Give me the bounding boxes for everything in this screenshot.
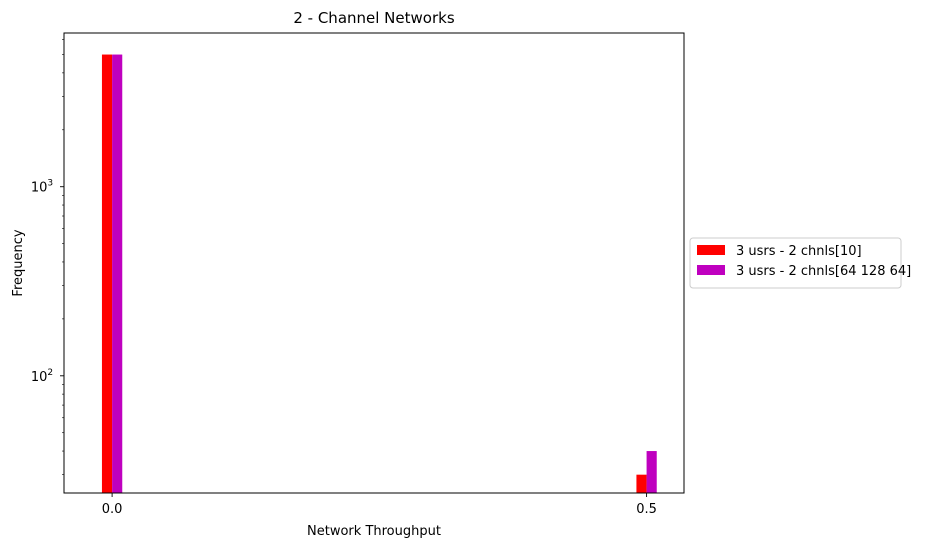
legend: 3 usrs - 2 chnls[10] 3 usrs - 2 chnls[64 … xyxy=(689,237,911,289)
plot-frame xyxy=(63,32,685,494)
y-axis-ticks: 102 103 xyxy=(31,39,64,475)
legend-box xyxy=(689,237,902,289)
x-axis-ticks: 0.0 0.5 xyxy=(102,493,657,517)
x-tick-label: 0.5 xyxy=(636,502,657,517)
y-axis-label: Frequency xyxy=(11,229,26,296)
chart-title: 2 - Channel Networks xyxy=(293,9,454,27)
bar-1-0.5 xyxy=(636,474,647,493)
y-tick-label: 103 xyxy=(31,179,53,196)
legend-label-1: 3 usrs - 2 chnls[10] xyxy=(736,244,862,259)
bar-2-0.5 xyxy=(646,451,657,493)
bar-2-0.0 xyxy=(112,54,123,494)
legend-swatch-2 xyxy=(697,265,725,275)
legend-swatch-1 xyxy=(697,245,725,255)
legend-label-2: 3 usrs - 2 chnls[64 128 64] xyxy=(736,264,911,279)
bars-group xyxy=(101,54,657,494)
bar-1-0.0 xyxy=(101,54,113,494)
x-axis-label: Network Throughput xyxy=(307,524,441,539)
y-tick-label: 102 xyxy=(31,368,53,385)
x-tick-label: 0.0 xyxy=(102,502,123,517)
